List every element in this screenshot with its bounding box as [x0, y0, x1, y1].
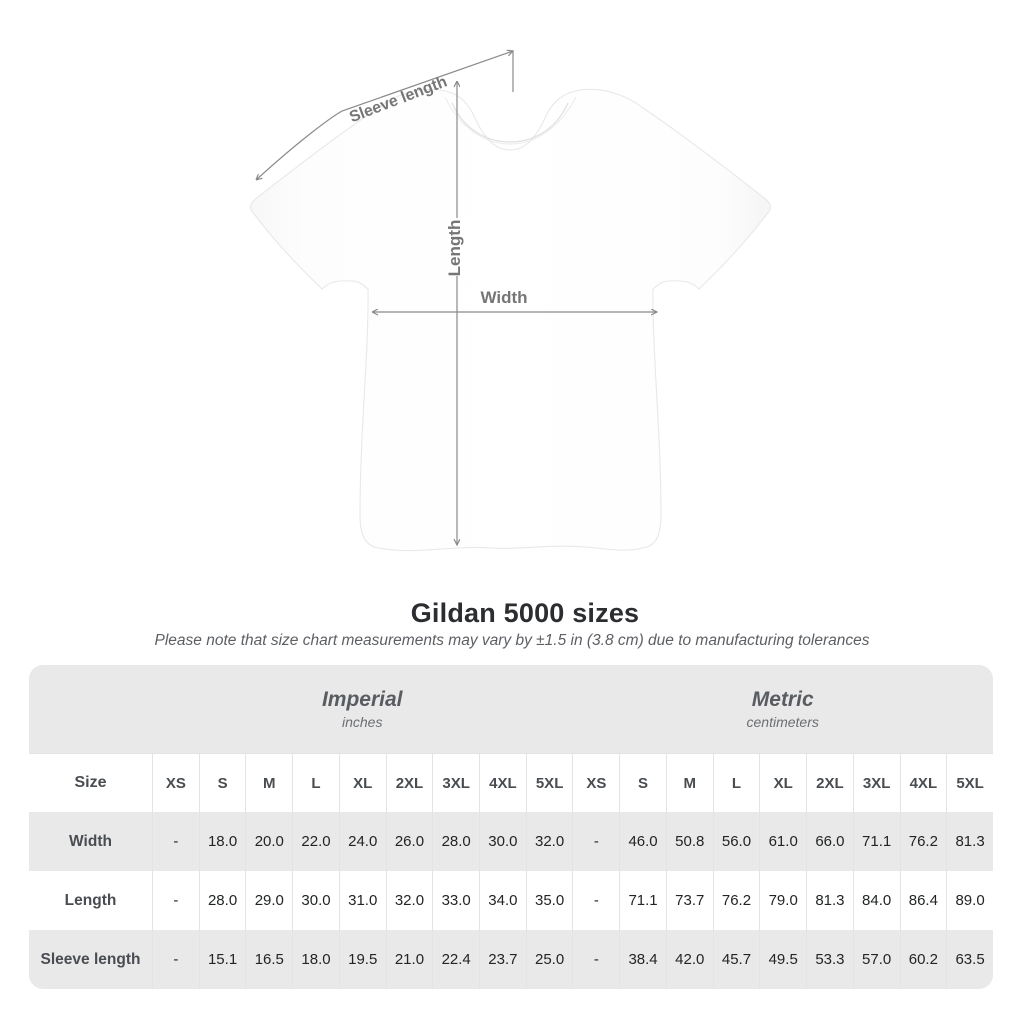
svg-text:Length: Length — [445, 220, 464, 277]
svg-text:Width: Width — [480, 288, 527, 307]
